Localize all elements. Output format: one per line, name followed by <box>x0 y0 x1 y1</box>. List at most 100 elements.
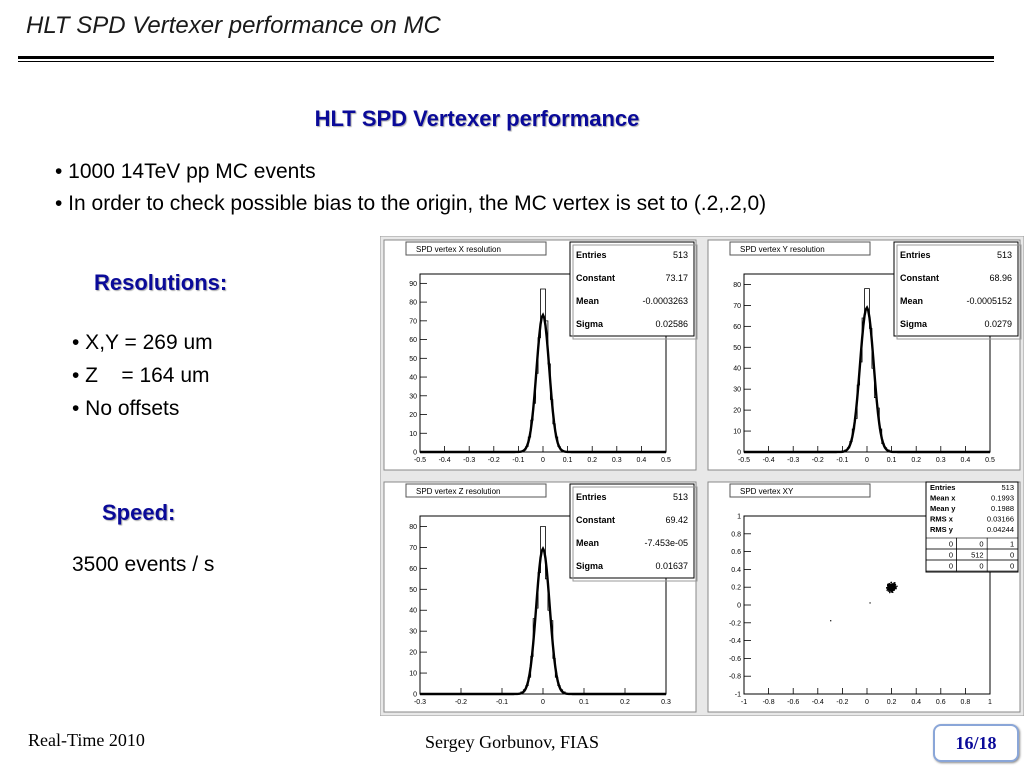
x-tick-label: -0.3 <box>463 457 475 464</box>
chart-title: SPD vertex Y resolution <box>740 245 825 254</box>
scatter-point <box>889 584 891 586</box>
stats-box <box>893 241 1019 337</box>
stats-label: Mean y <box>930 504 956 513</box>
y-tick-label: 20 <box>409 412 417 419</box>
stats-value: -0.0005152 <box>966 296 1012 306</box>
y-tick-label: -0.8 <box>729 674 741 681</box>
stats-box-shadow <box>896 244 1022 340</box>
footer-author: Sergey Gorbunov, FIAS <box>425 732 599 752</box>
scatter-point <box>893 582 895 584</box>
x-tick-label: 0.3 <box>661 699 671 706</box>
chart-2: SPD vertex Y resolution -0.5 -0.4 -0.3 -0.2 -… <box>707 239 1022 471</box>
y-tick-label: -0.6 <box>729 656 741 663</box>
x-tick-label: -0.3 <box>787 457 799 464</box>
scatter-point <box>890 589 892 592</box>
scatter-point <box>830 620 832 622</box>
scatter-point <box>891 585 893 587</box>
x-tick-label: -0.1 <box>496 699 508 706</box>
scatter-point <box>892 589 894 591</box>
stats-value: 0.01637 <box>655 561 688 571</box>
stats-label: Sigma <box>576 561 604 571</box>
stats-label: Mean <box>900 296 923 306</box>
resolution-item: • Z = 164 um <box>72 364 210 387</box>
x-tick-label: 0.1 <box>579 699 589 706</box>
bullet-item: • 1000 14TeV pp MC events <box>55 160 316 183</box>
chart-1: SPD vertex X resolution -0.5 -0.4 -0.3 -0.2 -… <box>383 239 698 471</box>
stats-value: 0.1988 <box>991 504 1014 513</box>
stats-label: Entries <box>900 250 931 260</box>
x-tick-label: -0.2 <box>455 699 467 706</box>
stats-box <box>925 481 1019 573</box>
y-tick-label: 40 <box>733 366 741 373</box>
stats-box-shadow <box>572 244 698 340</box>
scatter-point <box>888 588 890 590</box>
scatter-point <box>889 590 891 592</box>
stats-label: Constant <box>900 273 939 283</box>
stats-value: 0.0279 <box>984 319 1012 329</box>
overflow-cell <box>986 559 1019 572</box>
scatter-point <box>895 586 897 588</box>
scatter-point <box>893 583 895 585</box>
title-rule-thick <box>18 56 994 59</box>
scatter-point <box>891 591 893 593</box>
stats-value: 513 <box>673 492 688 502</box>
x-tick-label: 0.6 <box>936 699 946 706</box>
y-tick-label: 80 <box>409 524 417 531</box>
slide-title: HLT SPD Vertexer performance on MC <box>26 12 441 39</box>
overflow-value: 0 <box>1010 551 1014 560</box>
x-tick-label: 0.3 <box>936 457 946 464</box>
scatter-point <box>887 586 890 588</box>
chart-title: SPD vertex XY <box>740 487 794 496</box>
x-tick-label: -0.1 <box>512 457 524 464</box>
overflow-value: 0 <box>949 540 953 549</box>
stats-value: 68.96 <box>989 273 1012 283</box>
x-tick-label: 0.2 <box>911 457 921 464</box>
x-tick-label: 0.4 <box>911 699 921 706</box>
y-tick-label: 50 <box>409 356 417 363</box>
y-tick-label: 70 <box>733 303 741 310</box>
scatter-point <box>892 583 895 585</box>
scatter-point <box>886 586 888 589</box>
scatter-point <box>890 587 892 589</box>
x-tick-label: -0.4 <box>812 699 824 706</box>
resolution-list: • X,Y = 269 um • Z = 164 um • No offsets <box>72 326 213 425</box>
stats-label: Sigma <box>576 319 604 329</box>
y-tick-label: 0.6 <box>731 549 741 556</box>
y-tick-label: 40 <box>409 608 417 615</box>
stats-label: Mean <box>576 296 599 306</box>
stats-box <box>569 241 695 337</box>
scatter-point <box>892 583 894 585</box>
scatter-point <box>889 586 891 588</box>
scatter-point <box>894 584 896 586</box>
x-tick-label: 0.3 <box>612 457 622 464</box>
x-tick-label: -0.2 <box>836 699 848 706</box>
speed-value: 3500 events / s <box>72 553 215 576</box>
scatter-point <box>888 585 890 587</box>
scatter-point <box>896 585 898 587</box>
y-tick-label: 30 <box>733 387 741 394</box>
x-tick-label: 0 <box>865 699 869 706</box>
y-tick-label: 1 <box>737 514 741 521</box>
y-tick-label: 80 <box>733 282 741 289</box>
y-tick-label: 30 <box>409 393 417 400</box>
overflow-value: 1 <box>1010 540 1014 549</box>
y-tick-label: 0 <box>737 450 741 457</box>
stats-value: 0.04244 <box>987 525 1014 534</box>
overflow-value: 0 <box>1010 562 1014 571</box>
overflow-value: 0 <box>979 562 983 571</box>
x-tick-label: 0 <box>865 457 869 464</box>
slide-subtitle: HLT SPD Vertexer performance <box>314 106 640 131</box>
stats-box-shadow <box>572 486 698 582</box>
scatter-point <box>887 584 889 587</box>
stats-value: 513 <box>1001 483 1014 492</box>
stats-label: Mean <box>576 538 599 548</box>
y-tick-label: 60 <box>409 566 417 573</box>
resolutions-heading: Resolutions: <box>94 270 228 295</box>
scatter-point <box>893 583 896 586</box>
chart-title-box <box>405 241 547 256</box>
y-tick-label: 70 <box>409 318 417 325</box>
scatter-point <box>887 583 890 585</box>
stats-value: 0.1993 <box>991 494 1014 503</box>
overflow-value: 0 <box>949 562 953 571</box>
footer-event: Real-Time 2010 <box>28 730 145 750</box>
